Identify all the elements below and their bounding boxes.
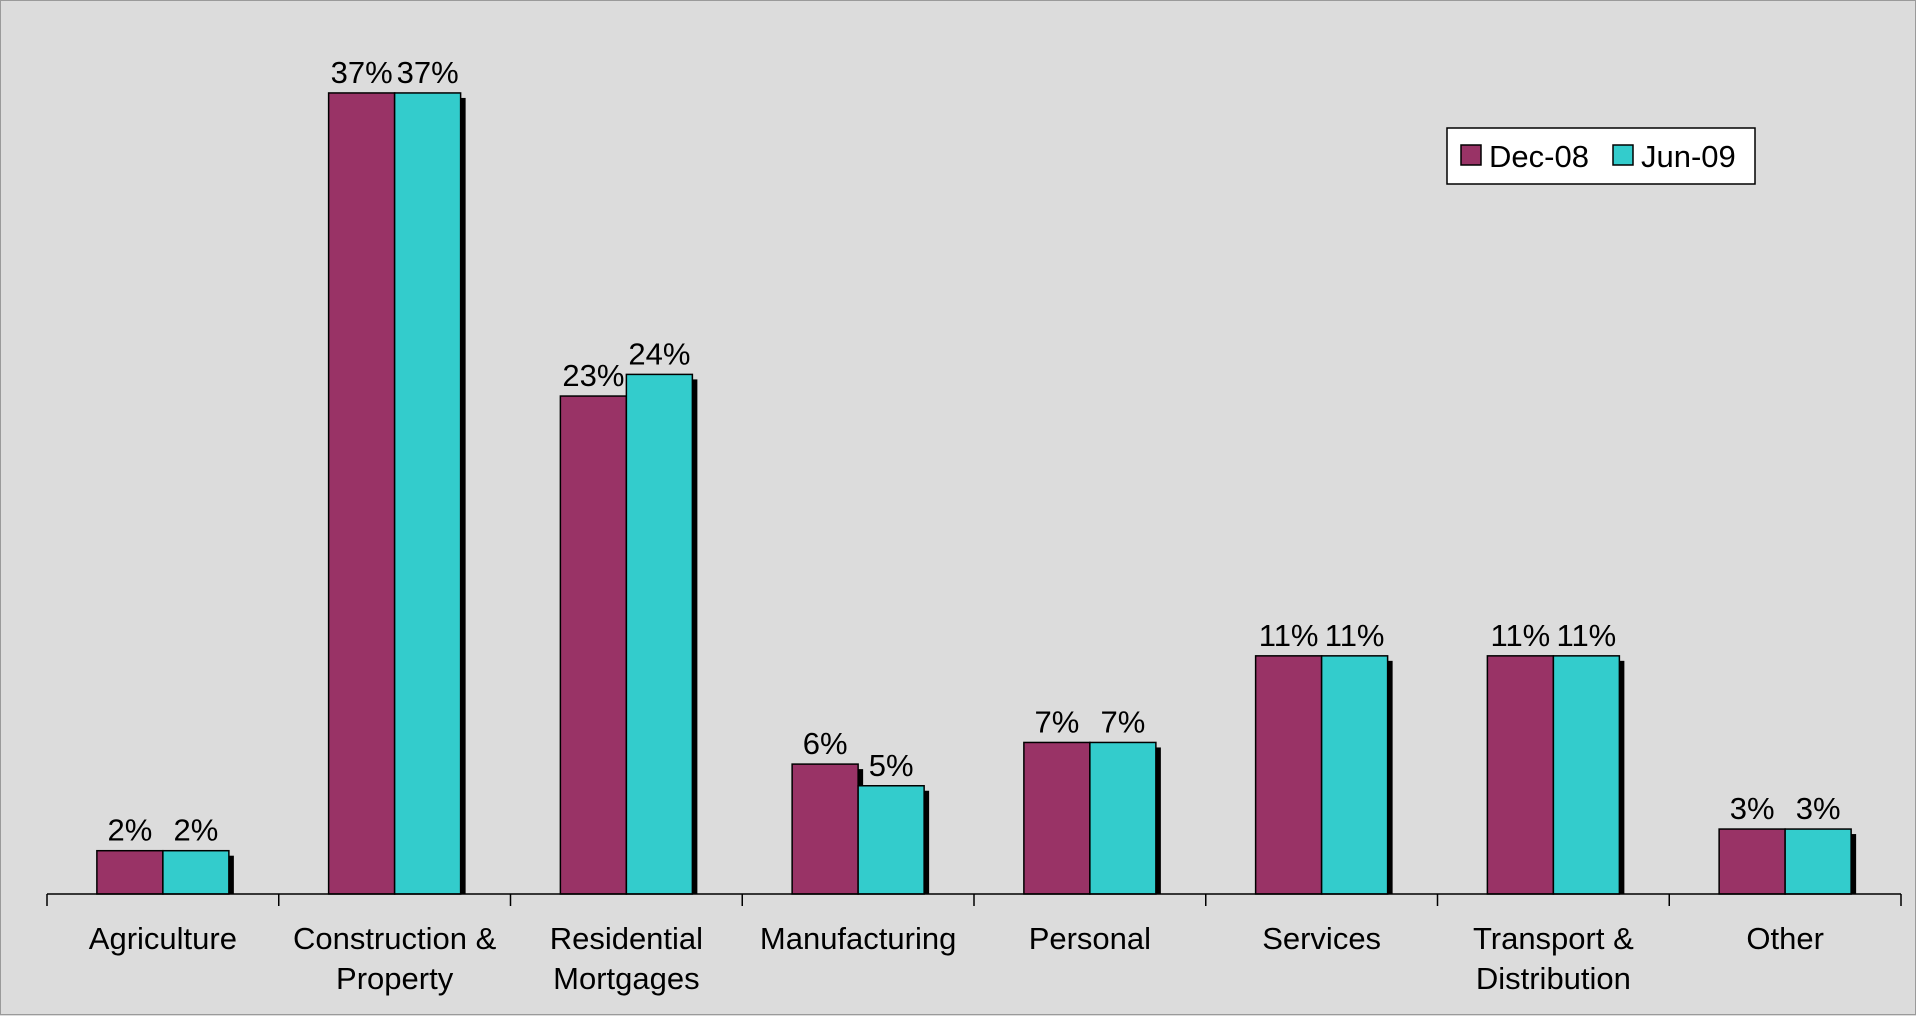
data-label: 7%	[1100, 704, 1145, 739]
x-tick-label: Residential Mortgages	[550, 921, 703, 996]
bar-dec-08	[327, 92, 396, 895]
bar-dec-08	[791, 763, 859, 895]
legend-label: Dec-08	[1489, 139, 1589, 174]
x-tick-label: Agriculture	[89, 921, 237, 956]
bar-jun-09	[1552, 655, 1621, 895]
legend-label: Jun-09	[1641, 139, 1736, 174]
bar-jun-09	[393, 92, 462, 895]
data-label: 7%	[1034, 704, 1079, 739]
data-label: 37%	[397, 55, 459, 90]
data-label: 2%	[107, 813, 152, 848]
bar-dec-08	[1718, 828, 1786, 895]
bar-jun-09	[1784, 828, 1852, 895]
bar-dec-08	[1254, 655, 1323, 895]
x-tick-label: Transport & Distribution	[1473, 921, 1634, 996]
data-label: 5%	[869, 748, 914, 783]
legend-swatch-jun-09	[1612, 144, 1634, 166]
x-tick-label: Personal	[1029, 921, 1151, 956]
bar-dec-08	[1486, 655, 1555, 895]
legend-swatch-dec-08	[1460, 144, 1482, 166]
bar-dec-08	[96, 849, 164, 895]
x-tick-label: Manufacturing	[760, 921, 956, 956]
bar-jun-09	[1089, 741, 1157, 895]
bar-jun-09	[1320, 655, 1389, 895]
legend-box	[1446, 127, 1756, 185]
bar-dec-08	[1023, 741, 1091, 895]
data-label: 24%	[628, 336, 690, 371]
data-label: 11%	[1557, 618, 1617, 653]
bar-jun-09	[162, 849, 230, 895]
data-label: 11%	[1491, 618, 1551, 653]
data-label: 3%	[1796, 791, 1841, 826]
bar-dec-08	[559, 395, 628, 895]
data-label: 11%	[1259, 618, 1319, 653]
data-label: 2%	[173, 813, 218, 848]
data-label: 11%	[1325, 618, 1385, 653]
x-tick-label: Other	[1746, 921, 1824, 956]
data-label: 37%	[331, 55, 393, 90]
data-label: 23%	[562, 358, 624, 393]
data-label: 6%	[803, 726, 848, 761]
bar-jun-09	[857, 785, 925, 895]
bar-jun-09	[625, 373, 694, 895]
x-tick-label: Construction & Property	[293, 921, 497, 996]
data-label: 3%	[1730, 791, 1775, 826]
x-tick-label: Services	[1262, 921, 1381, 956]
